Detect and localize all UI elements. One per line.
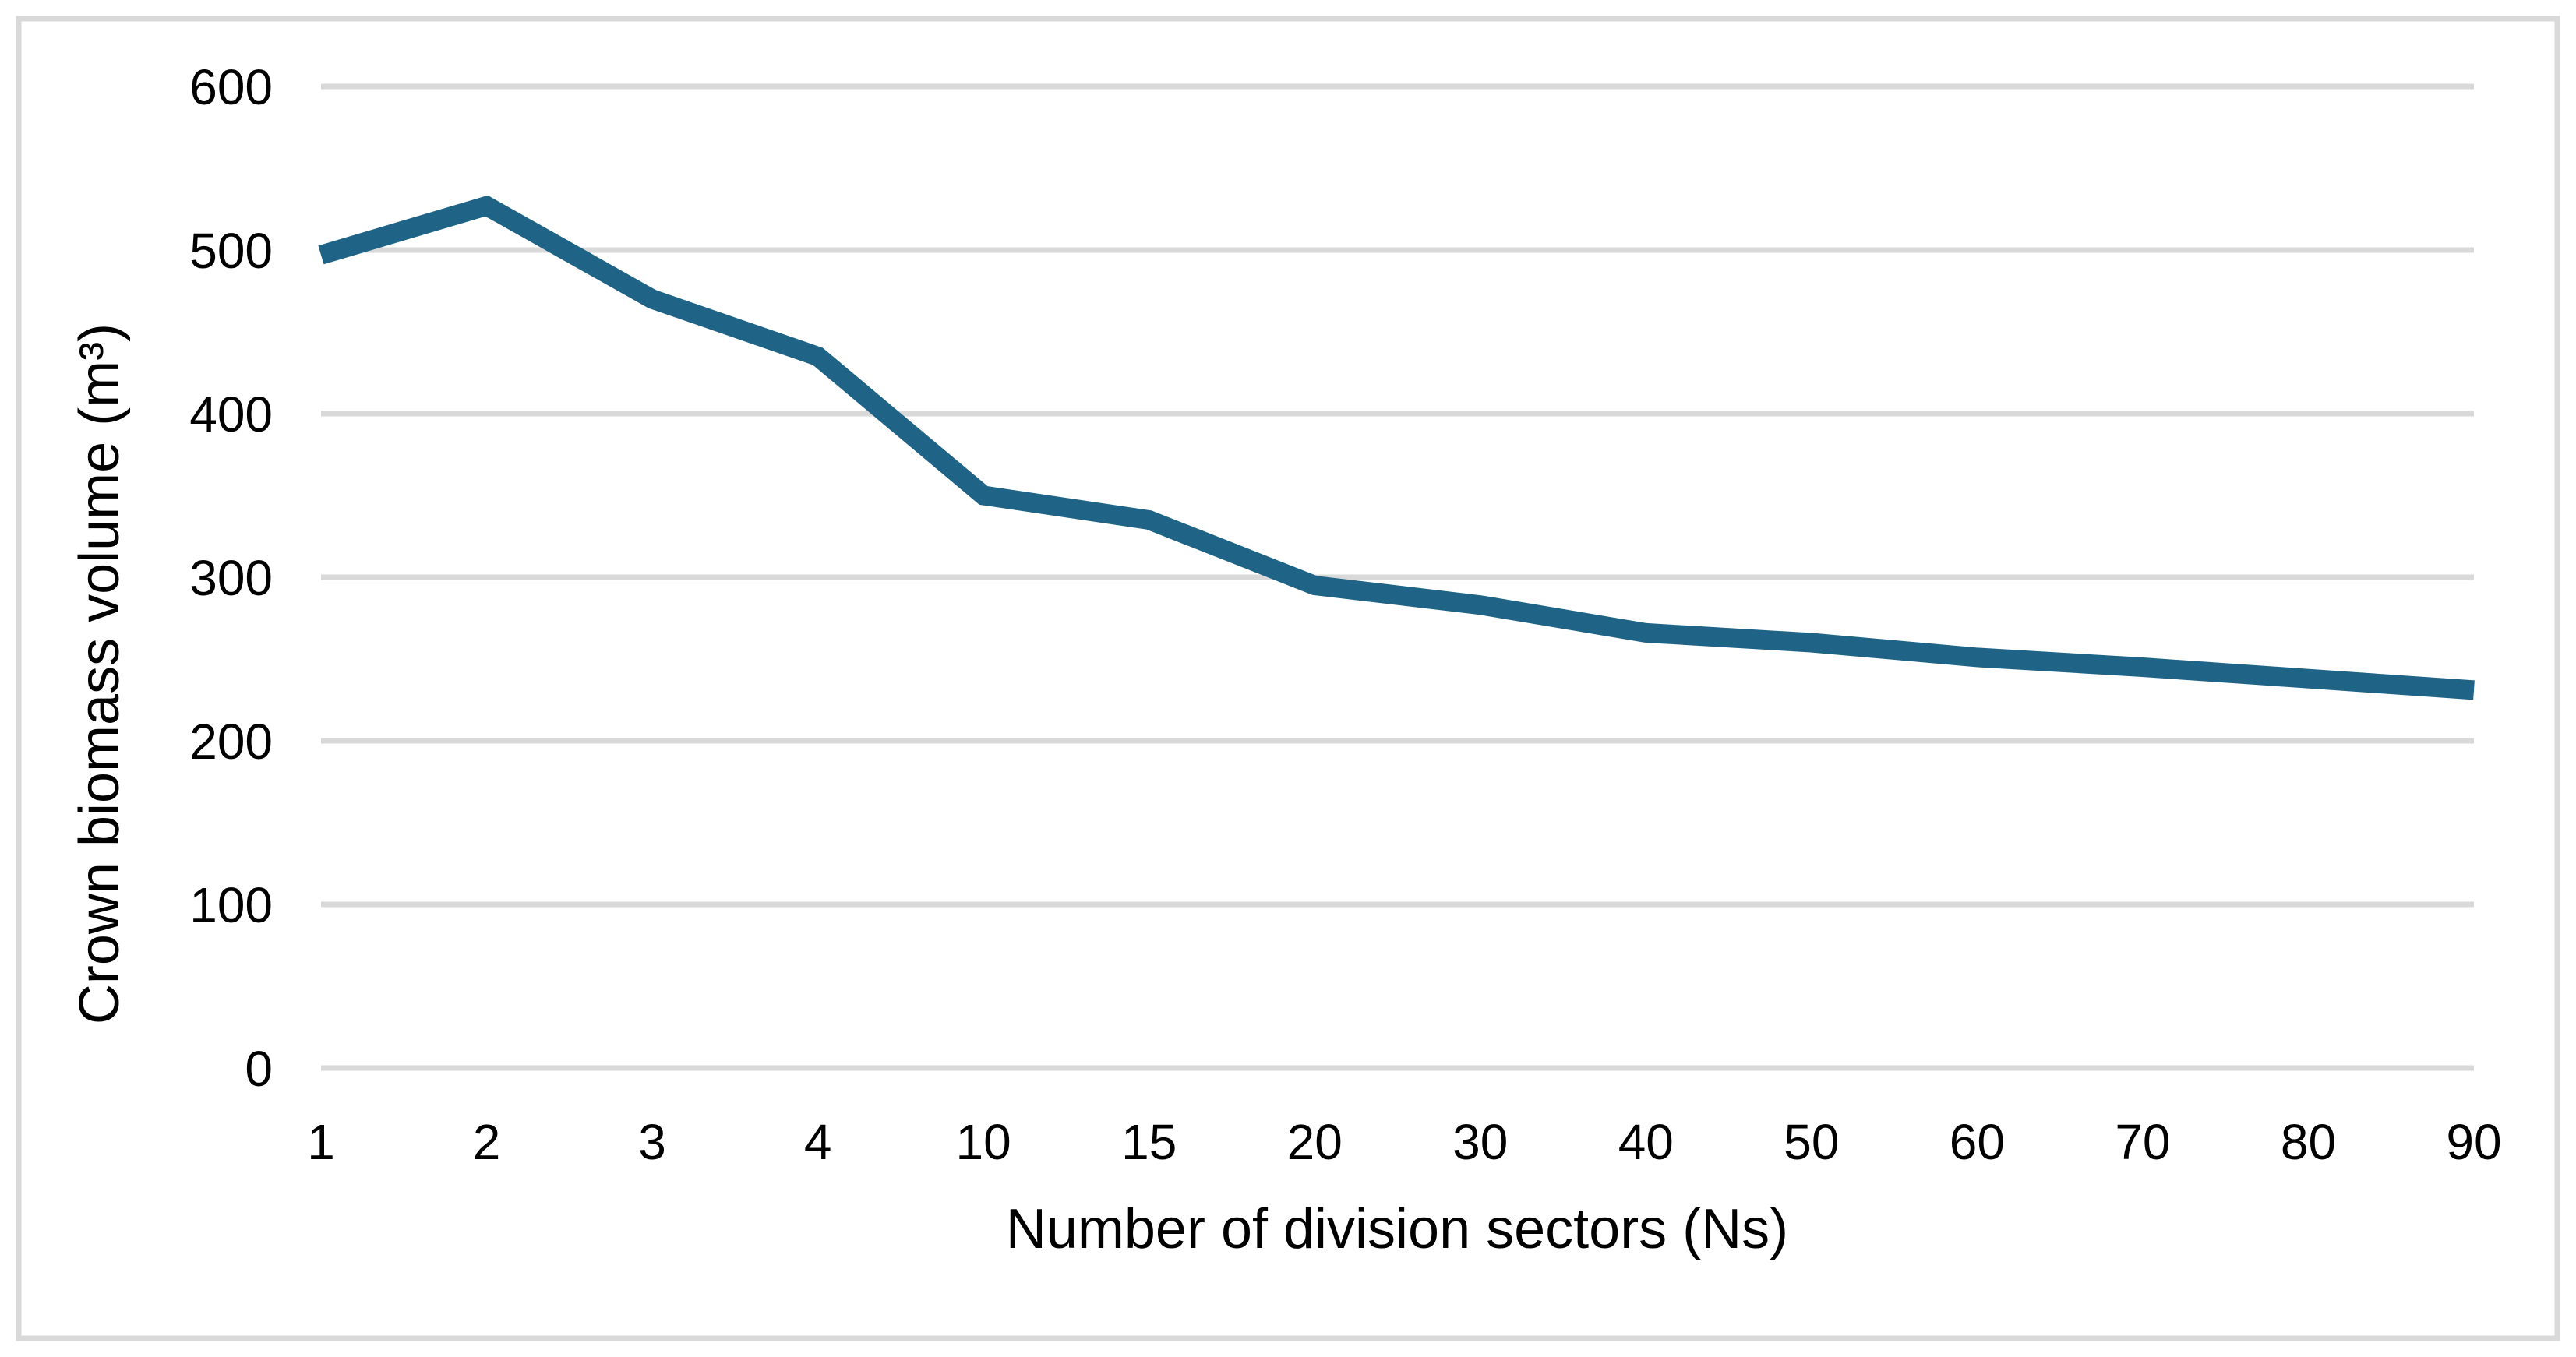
x-tick-label: 60 (1950, 1114, 2005, 1170)
y-tick-label: 0 (245, 1041, 273, 1097)
y-tick-label: 400 (189, 386, 273, 442)
x-tick-label: 30 (1452, 1114, 1508, 1170)
x-tick-label: 90 (2446, 1114, 2501, 1170)
x-tick-label: 80 (2281, 1114, 2336, 1170)
chart-border (16, 16, 2560, 1341)
x-tick-label: 1 (307, 1114, 335, 1170)
x-tick-label: 70 (2115, 1114, 2170, 1170)
y-axis-title: Crown biomass volume (m³) (69, 323, 131, 1024)
x-tick-label: 50 (1784, 1114, 1839, 1170)
x-tick-label: 40 (1618, 1114, 1674, 1170)
x-tick-label: 20 (1287, 1114, 1343, 1170)
x-tick-label: 10 (956, 1114, 1011, 1170)
x-tick-label: 3 (638, 1114, 666, 1170)
y-tick-label: 300 (189, 550, 273, 606)
y-tick-label: 600 (189, 59, 273, 115)
x-tick-label: 15 (1121, 1114, 1177, 1170)
y-tick-label: 100 (189, 877, 273, 933)
y-tick-label: 200 (189, 714, 273, 770)
x-tick-label: 4 (804, 1114, 832, 1170)
gridlines (321, 83, 2474, 1071)
x-tick-label: 2 (473, 1114, 501, 1170)
data-series (318, 195, 2475, 700)
y-axis-tick-labels: 0 100 200 300 400 500 600 (189, 59, 273, 1097)
series-line (318, 195, 2475, 700)
x-axis-tick-labels: 1 2 3 4 10 15 20 30 40 50 60 70 80 90 (307, 1114, 2501, 1170)
y-tick-label: 500 (189, 223, 273, 279)
x-axis-title: Number of division sectors (Ns) (1006, 1198, 1788, 1260)
